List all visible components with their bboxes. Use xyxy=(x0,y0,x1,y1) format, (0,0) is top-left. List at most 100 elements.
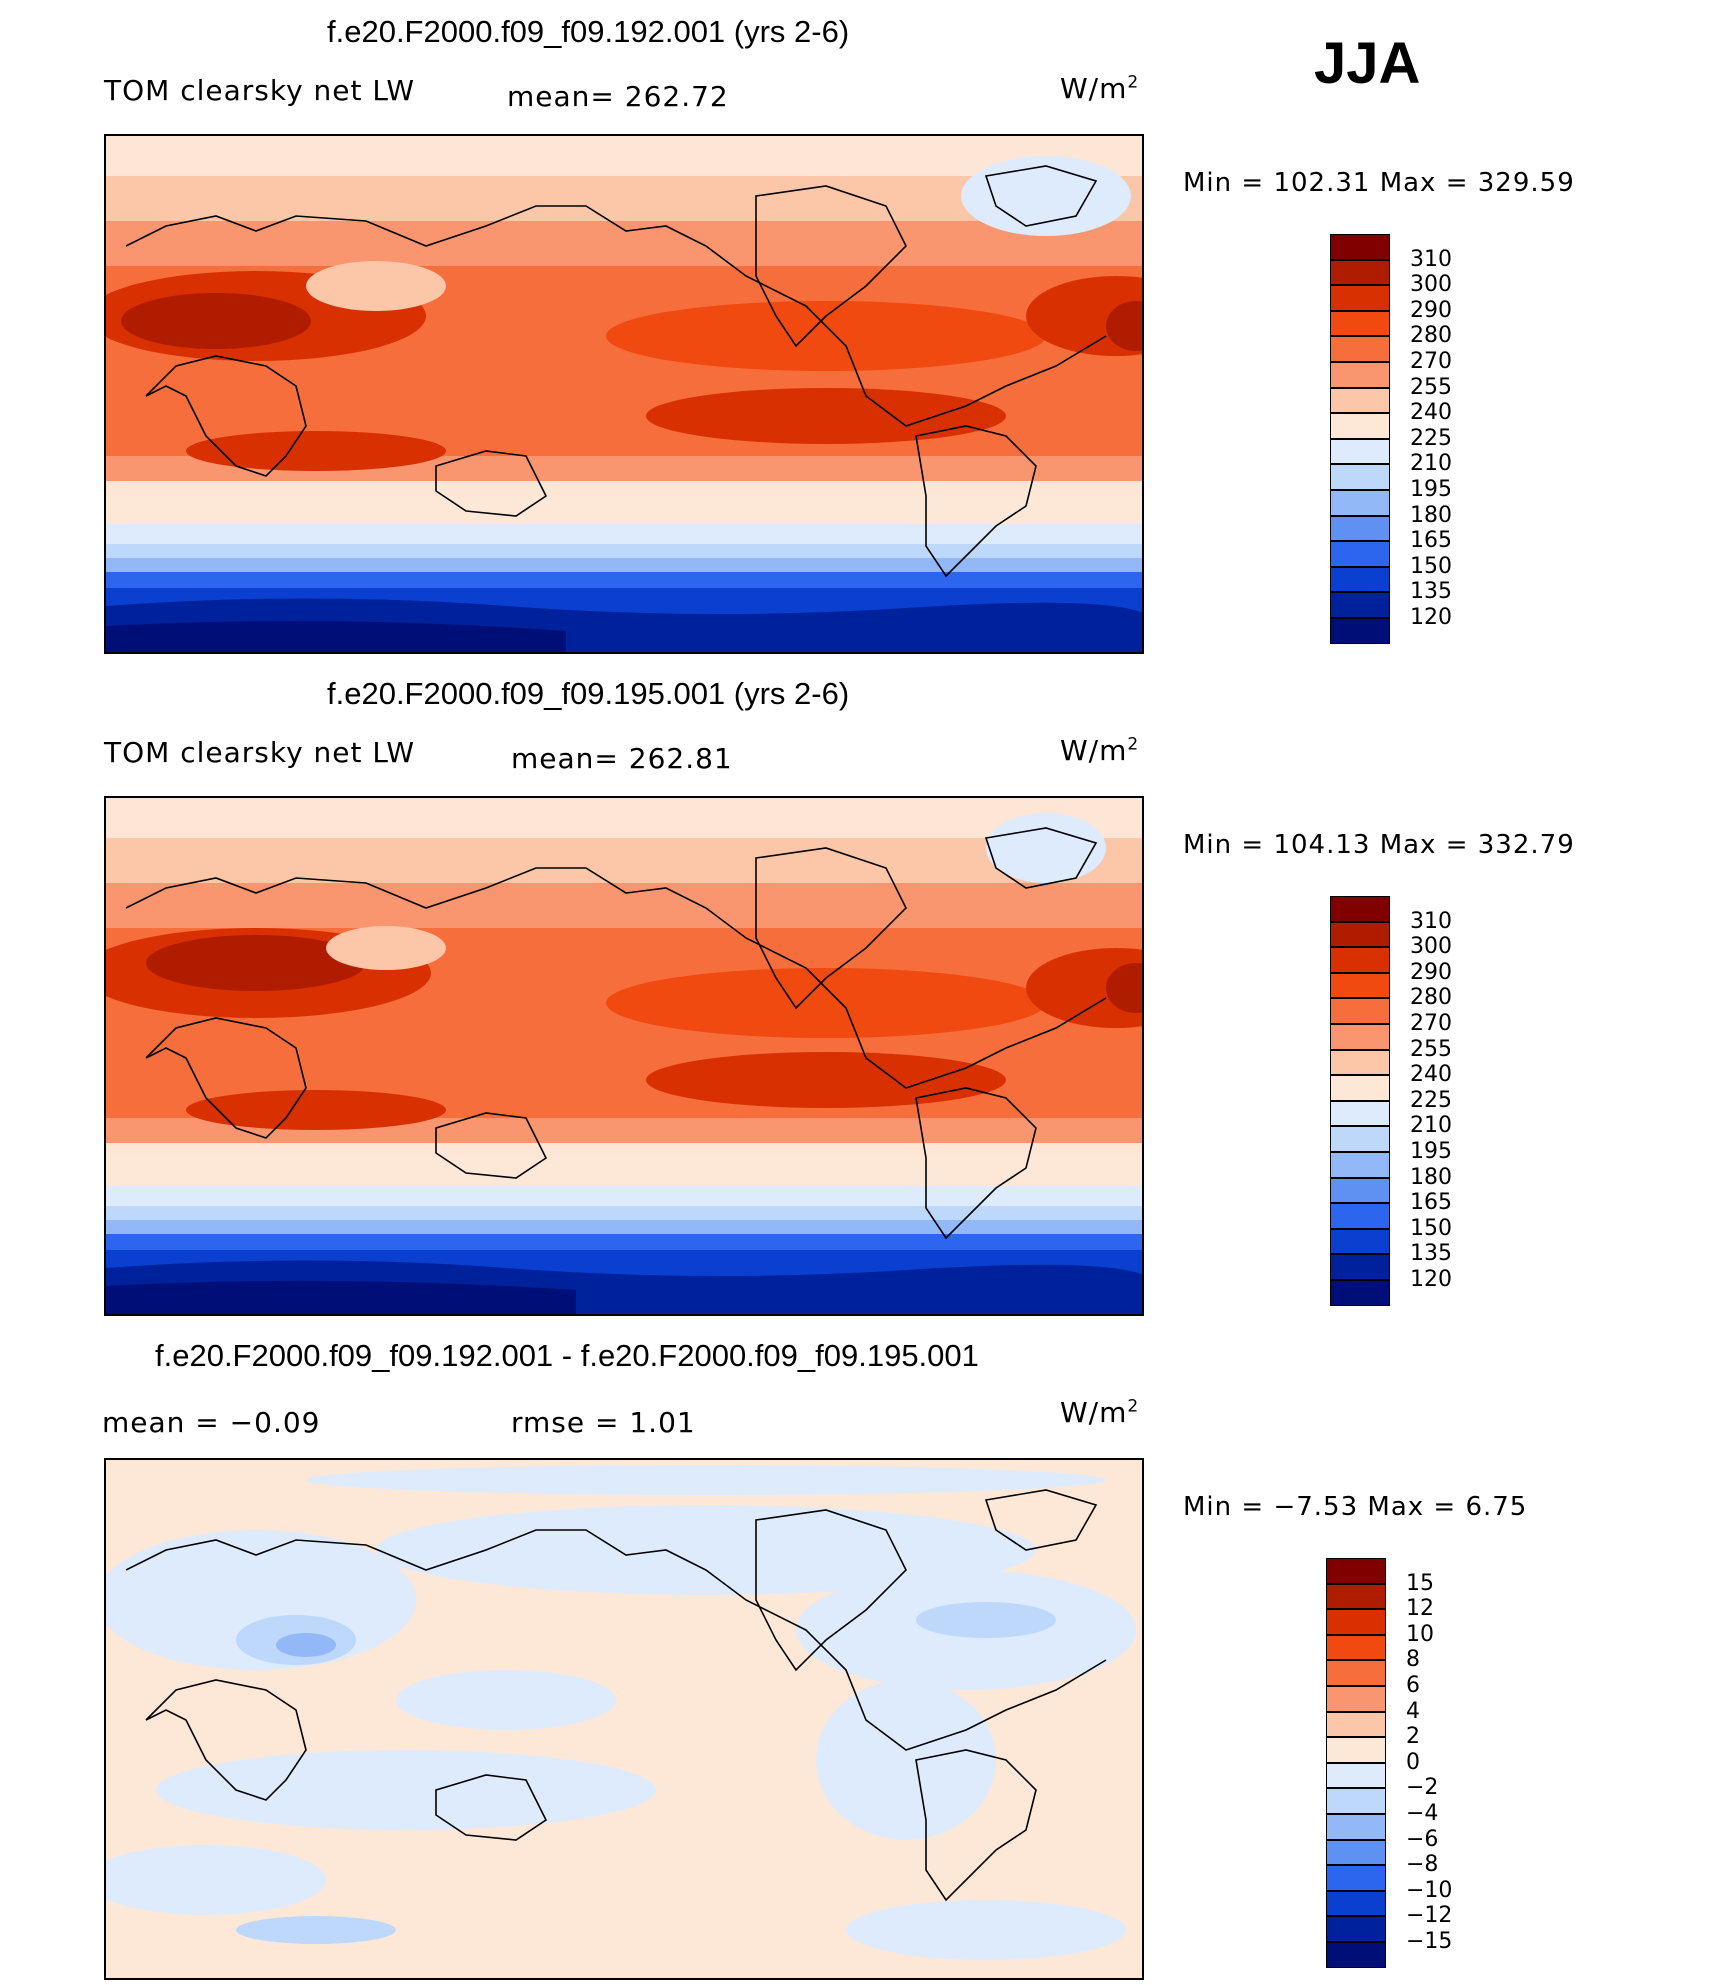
panel-2-title: f.e20.F2000.f09_f09.195.001 (yrs 2-6) xyxy=(327,676,850,711)
colorbar-swatch xyxy=(1330,362,1390,388)
panel-1-map-field xyxy=(106,136,1142,652)
colorbar-tick-label: −15 xyxy=(1406,1929,1453,1954)
colorbar-swatch xyxy=(1330,1228,1390,1255)
panel-3-map xyxy=(104,1458,1144,1980)
colorbar-swatch xyxy=(1326,1890,1386,1917)
colorbar-tick-label: 290 xyxy=(1410,297,1452,323)
colorbar-swatch xyxy=(1326,1686,1386,1712)
panel-2-map xyxy=(104,796,1144,1316)
colorbar-swatch xyxy=(1330,1177,1390,1204)
colorbar-swatch xyxy=(1326,1788,1386,1814)
colorbar-swatch xyxy=(1326,1839,1386,1866)
colorbar-tick-label: 225 xyxy=(1410,425,1452,451)
colorbar-swatch xyxy=(1326,1634,1386,1661)
colorbar-swatch xyxy=(1330,259,1390,286)
colorbar-swatch xyxy=(1330,438,1390,465)
colorbar-tick-label: 280 xyxy=(1410,323,1452,349)
colorbar-swatch xyxy=(1330,1126,1390,1152)
panel-3-map-field xyxy=(106,1460,1142,1978)
panel-1-title: f.e20.F2000.f09_f09.192.001 (yrs 2-6) xyxy=(327,14,850,49)
colorbar-tick-label: 180 xyxy=(1410,502,1452,528)
colorbar-tick-label: 240 xyxy=(1410,1062,1452,1088)
panel-2-mean-label: mean= 262.81 xyxy=(511,742,733,775)
panel-1-map xyxy=(104,134,1144,654)
colorbar-swatch xyxy=(1326,1865,1386,1891)
colorbar-tick-label: 270 xyxy=(1410,349,1452,374)
colorbar-swatch xyxy=(1330,947,1390,973)
colorbar-tick-label: −12 xyxy=(1406,1903,1453,1929)
panel-1-mean-label: mean= 262.72 xyxy=(507,80,729,113)
colorbar-swatch xyxy=(1326,1609,1386,1635)
colorbar-swatch xyxy=(1330,1203,1390,1229)
panel-3-rmse-label: rmse = 1.01 xyxy=(511,1406,696,1439)
colorbar-tick-label: 12 xyxy=(1406,1596,1434,1622)
colorbar-swatch xyxy=(1330,541,1390,567)
colorbar-swatch xyxy=(1330,592,1390,618)
colorbar-tick-label: −10 xyxy=(1406,1877,1453,1903)
colorbar-swatch xyxy=(1330,1049,1390,1076)
panel-2-minmax: Min = 104.13 Max = 332.79 xyxy=(1183,830,1575,860)
colorbar-tick-label: 135 xyxy=(1410,1241,1452,1267)
colorbar-tick-label: 165 xyxy=(1410,528,1452,554)
colorbar-tick-label: −8 xyxy=(1406,1852,1439,1878)
colorbar-tick-label: 240 xyxy=(1410,400,1452,426)
panel-1-colorbar: 310 300 290 280 270 255 240 225 210 195 180 165 150 1… xyxy=(1330,234,1490,644)
colorbar-tick-label: 2 xyxy=(1406,1724,1420,1750)
colorbar-swatch xyxy=(1326,1762,1386,1789)
colorbar-tick-label: 255 xyxy=(1410,1036,1452,1062)
colorbar-swatch xyxy=(1330,490,1390,516)
colorbar-swatch xyxy=(1330,1254,1390,1280)
colorbar-tick-label: 10 xyxy=(1406,1621,1434,1647)
colorbar-swatch xyxy=(1326,1711,1386,1738)
panel-3-title: f.e20.F2000.f09_f09.192.001 - f.e20.F200… xyxy=(155,1338,979,1373)
colorbar-swatch xyxy=(1330,896,1390,922)
colorbar-tick-label: 310 xyxy=(1410,908,1452,934)
panel-3-coastlines xyxy=(125,1489,1107,1902)
colorbar-tick-label: 6 xyxy=(1406,1673,1420,1698)
colorbar-swatch xyxy=(1330,1280,1390,1306)
panel-3-colorbar: 15 12 10 8 6 4 2 0 −2 −4 −6 −8 −10 −12 −15 xyxy=(1326,1558,1486,1968)
colorbar-tick-label: 290 xyxy=(1410,959,1452,985)
colorbar-tick-label: 210 xyxy=(1410,1113,1452,1139)
panel-3-mean-label: mean = −0.09 xyxy=(102,1406,321,1439)
colorbar-swatch xyxy=(1330,618,1390,644)
colorbar-swatch xyxy=(1330,464,1390,490)
colorbar-swatch xyxy=(1326,1660,1386,1686)
colorbar-swatch xyxy=(1330,921,1390,948)
colorbar-tick-label: 300 xyxy=(1410,272,1452,298)
colorbar-tick-label: 195 xyxy=(1410,1139,1452,1164)
colorbar-tick-label: 255 xyxy=(1410,374,1452,400)
colorbar-swatch xyxy=(1330,515,1390,542)
colorbar-tick-label: 195 xyxy=(1410,477,1452,502)
colorbar-swatch xyxy=(1330,998,1390,1024)
colorbar-tick-label: 280 xyxy=(1410,985,1452,1011)
panel-2-map-field xyxy=(106,798,1142,1314)
colorbar-tick-label: 300 xyxy=(1410,934,1452,960)
panel-3-minmax: Min = −7.53 Max = 6.75 xyxy=(1183,1492,1528,1522)
colorbar-tick-label: 120 xyxy=(1410,1267,1452,1292)
panel-3-units-label: W/m2 xyxy=(1060,1396,1140,1429)
colorbar-swatch xyxy=(1330,387,1390,414)
colorbar-swatch xyxy=(1326,1737,1386,1763)
colorbar-swatch xyxy=(1330,1100,1390,1127)
colorbar-swatch xyxy=(1330,234,1390,260)
panel-1-minmax: Min = 102.31 Max = 329.59 xyxy=(1183,168,1575,198)
colorbar-swatch xyxy=(1330,413,1390,439)
colorbar-tick-label: 120 xyxy=(1410,605,1452,630)
colorbar-tick-label: 270 xyxy=(1410,1011,1452,1036)
panel-1-coastlines xyxy=(125,165,1107,578)
colorbar-swatch xyxy=(1330,1152,1390,1178)
season-label: JJA xyxy=(1314,31,1421,96)
colorbar-swatch xyxy=(1330,285,1390,311)
colorbar-swatch xyxy=(1330,310,1390,337)
panel-2-colorbar: 310 300 290 280 270 255 240 225 210 195 180 165 150 1… xyxy=(1330,896,1490,1306)
colorbar-tick-label: 15 xyxy=(1406,1570,1434,1596)
colorbar-swatch xyxy=(1330,566,1390,593)
panel-1-variable-label: TOM clearsky net LW xyxy=(104,74,416,107)
colorbar-tick-label: −6 xyxy=(1406,1826,1439,1852)
colorbar-tick-label: −4 xyxy=(1406,1801,1439,1826)
colorbar-tick-label: 0 xyxy=(1406,1749,1420,1775)
colorbar-swatch xyxy=(1326,1558,1386,1584)
colorbar-tick-label: 165 xyxy=(1410,1190,1452,1216)
colorbar-swatch xyxy=(1330,972,1390,999)
